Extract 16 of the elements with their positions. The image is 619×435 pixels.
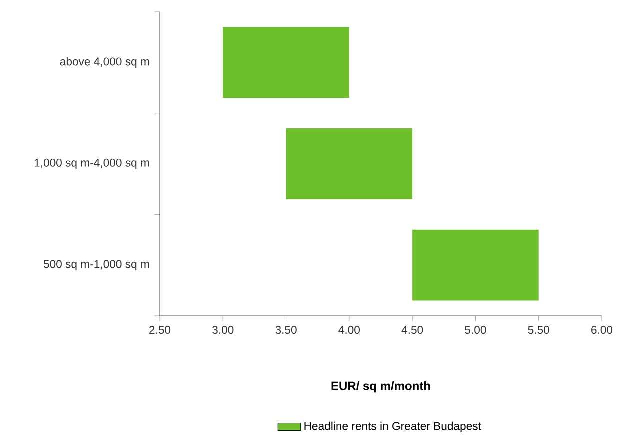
x-axis-title: EUR/ sq m/month bbox=[332, 381, 430, 393]
x-tick-label: 4.50 bbox=[402, 326, 424, 334]
x-tick-label: 6.00 bbox=[592, 326, 613, 334]
bar bbox=[412, 230, 539, 301]
bar bbox=[286, 128, 413, 200]
x-tick-label: 5.50 bbox=[528, 326, 550, 334]
x-tick-label: 3.00 bbox=[212, 326, 234, 334]
x-tick-label: 5.00 bbox=[465, 326, 486, 334]
x-tick-label: 2.50 bbox=[150, 326, 171, 334]
bar bbox=[223, 27, 350, 98]
y-tick-label: 1,000 sq m-4,000 sq m bbox=[34, 158, 150, 170]
legend-label: Headline rents in Greater Budapest bbox=[304, 422, 482, 432]
y-tick-label: above 4,000 sq m bbox=[60, 57, 150, 68]
y-tick-label: 500 sq m-1,000 sq m bbox=[44, 260, 150, 270]
x-tick-label: 4.00 bbox=[338, 326, 360, 334]
x-tick-label: 3.50 bbox=[276, 326, 297, 334]
